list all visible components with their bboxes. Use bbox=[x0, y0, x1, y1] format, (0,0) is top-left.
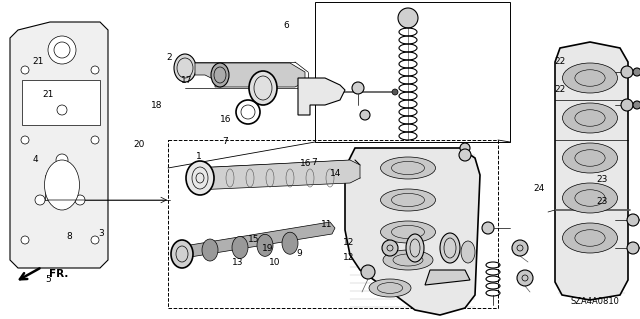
Ellipse shape bbox=[45, 160, 79, 210]
Text: 23: 23 bbox=[596, 175, 607, 184]
Ellipse shape bbox=[282, 232, 298, 254]
Circle shape bbox=[75, 195, 85, 205]
Circle shape bbox=[633, 101, 640, 109]
Ellipse shape bbox=[202, 239, 218, 261]
Circle shape bbox=[91, 66, 99, 74]
Text: 18: 18 bbox=[151, 101, 163, 110]
Text: 17: 17 bbox=[181, 76, 193, 85]
Circle shape bbox=[352, 82, 364, 94]
Text: 21: 21 bbox=[33, 57, 44, 66]
Circle shape bbox=[48, 36, 76, 64]
Text: 1: 1 bbox=[196, 152, 201, 161]
Text: 9: 9 bbox=[297, 249, 302, 258]
Ellipse shape bbox=[406, 234, 424, 262]
Ellipse shape bbox=[563, 103, 618, 133]
Circle shape bbox=[382, 240, 398, 256]
Text: 22: 22 bbox=[554, 85, 566, 94]
Circle shape bbox=[512, 240, 528, 256]
Ellipse shape bbox=[440, 233, 460, 263]
Polygon shape bbox=[10, 22, 108, 268]
Text: 23: 23 bbox=[596, 197, 607, 206]
Ellipse shape bbox=[563, 63, 618, 93]
Text: 16: 16 bbox=[300, 159, 312, 168]
Ellipse shape bbox=[257, 234, 273, 256]
Circle shape bbox=[633, 68, 640, 76]
Ellipse shape bbox=[563, 183, 618, 213]
Circle shape bbox=[459, 149, 471, 161]
Polygon shape bbox=[195, 160, 360, 190]
Text: 14: 14 bbox=[330, 169, 342, 178]
Circle shape bbox=[392, 89, 398, 95]
Text: 24: 24 bbox=[533, 184, 545, 193]
Text: 11: 11 bbox=[321, 220, 332, 229]
Circle shape bbox=[21, 236, 29, 244]
Polygon shape bbox=[298, 78, 345, 115]
Circle shape bbox=[361, 265, 375, 279]
Ellipse shape bbox=[381, 189, 435, 211]
Circle shape bbox=[621, 99, 633, 111]
Polygon shape bbox=[345, 148, 480, 315]
Text: 13: 13 bbox=[232, 258, 244, 267]
Ellipse shape bbox=[232, 236, 248, 258]
Text: 22: 22 bbox=[554, 57, 566, 66]
Text: 6: 6 bbox=[284, 21, 289, 30]
Circle shape bbox=[35, 195, 45, 205]
Text: 8: 8 bbox=[67, 232, 72, 241]
Circle shape bbox=[360, 110, 370, 120]
Ellipse shape bbox=[381, 221, 435, 243]
Ellipse shape bbox=[381, 157, 435, 179]
Ellipse shape bbox=[211, 63, 229, 87]
Circle shape bbox=[91, 136, 99, 144]
Ellipse shape bbox=[563, 143, 618, 173]
Text: 3: 3 bbox=[99, 229, 104, 238]
Circle shape bbox=[21, 136, 29, 144]
Bar bbox=[168, 140, 498, 308]
Text: SZA4A0810: SZA4A0810 bbox=[571, 297, 620, 306]
Text: 12: 12 bbox=[342, 253, 354, 262]
Text: 20: 20 bbox=[134, 140, 145, 149]
Polygon shape bbox=[555, 42, 628, 300]
Circle shape bbox=[57, 105, 67, 115]
Text: 12: 12 bbox=[342, 238, 354, 247]
Text: 2: 2 bbox=[167, 53, 172, 62]
Text: 15: 15 bbox=[248, 235, 259, 244]
Ellipse shape bbox=[563, 223, 618, 253]
Ellipse shape bbox=[383, 250, 433, 270]
Circle shape bbox=[482, 222, 494, 234]
Ellipse shape bbox=[249, 71, 277, 105]
Circle shape bbox=[460, 143, 470, 153]
Text: 7: 7 bbox=[223, 137, 228, 146]
Text: 7: 7 bbox=[311, 158, 316, 167]
Bar bbox=[22, 80, 100, 125]
Ellipse shape bbox=[171, 240, 193, 268]
Text: FR.: FR. bbox=[49, 269, 68, 279]
Circle shape bbox=[627, 242, 639, 254]
Text: 19: 19 bbox=[262, 244, 273, 253]
Text: 21: 21 bbox=[42, 90, 54, 99]
Text: 10: 10 bbox=[269, 258, 281, 267]
Ellipse shape bbox=[186, 161, 214, 195]
Polygon shape bbox=[195, 63, 305, 87]
Circle shape bbox=[21, 66, 29, 74]
Polygon shape bbox=[425, 270, 470, 285]
Circle shape bbox=[517, 270, 533, 286]
Ellipse shape bbox=[369, 279, 411, 297]
Text: 16: 16 bbox=[220, 115, 231, 124]
Text: 5: 5 bbox=[45, 275, 51, 284]
Circle shape bbox=[91, 236, 99, 244]
Polygon shape bbox=[175, 222, 335, 259]
Circle shape bbox=[56, 154, 68, 166]
Circle shape bbox=[621, 66, 633, 78]
Text: 4: 4 bbox=[33, 155, 38, 164]
Ellipse shape bbox=[461, 241, 475, 263]
Circle shape bbox=[398, 8, 418, 28]
Circle shape bbox=[627, 214, 639, 226]
Bar bbox=[315, 2, 510, 142]
Ellipse shape bbox=[174, 54, 196, 82]
